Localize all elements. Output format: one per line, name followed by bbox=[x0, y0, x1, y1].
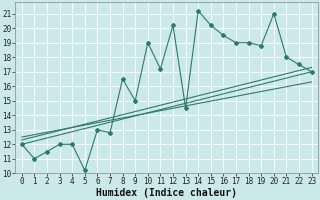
X-axis label: Humidex (Indice chaleur): Humidex (Indice chaleur) bbox=[96, 188, 237, 198]
